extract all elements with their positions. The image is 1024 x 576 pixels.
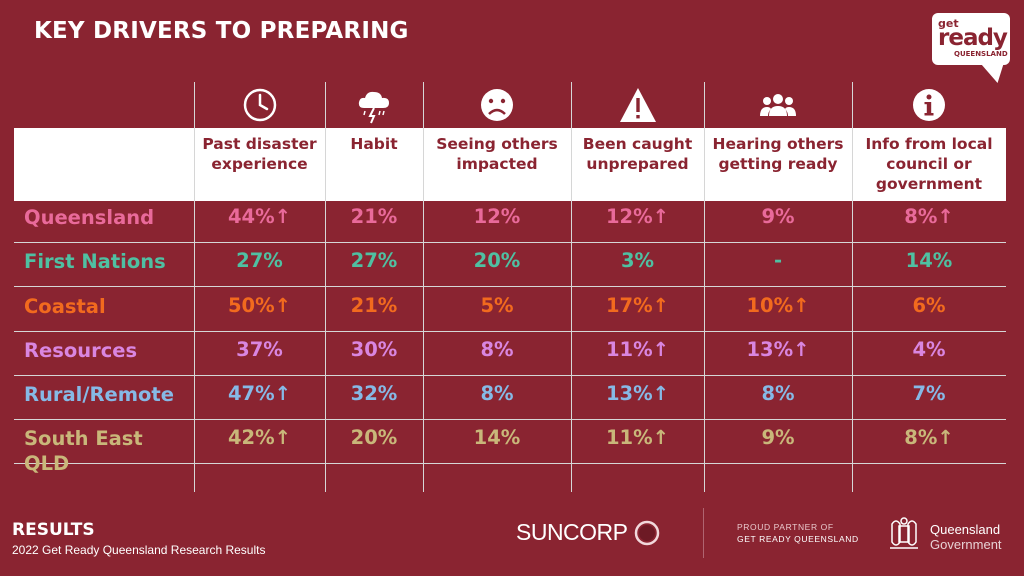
table-cell: 20% <box>350 426 398 449</box>
logo-text-ready: ready <box>938 25 1008 51</box>
column-header: Habit <box>350 135 398 153</box>
table-cell: 44%↑ <box>227 205 291 228</box>
clock-icon <box>240 86 280 124</box>
table-cell: 50%↑ <box>227 294 291 317</box>
column-divider <box>852 82 853 492</box>
table-cell: 13%↑ <box>605 382 669 405</box>
suncorp-logo: SUNCORP <box>516 519 628 545</box>
table-cell: 27% <box>350 249 398 272</box>
table-cell: 9% <box>761 426 795 449</box>
table-cell: 14% <box>473 426 521 449</box>
table-cell: 11%↑ <box>605 426 669 449</box>
table-cell: 14% <box>905 249 953 272</box>
get-ready-logo: get ready QUEENSLAND <box>932 13 1012 83</box>
table-cell: 30% <box>350 338 398 361</box>
table-cell: 4% <box>912 338 946 361</box>
table-header: Past disaster experience Habit Seeing othe… <box>14 128 1006 201</box>
row-label: Resources <box>24 339 138 362</box>
suncorp-ring-icon <box>634 520 660 546</box>
table-cell: 11%↑ <box>605 338 669 361</box>
column-divider <box>423 82 424 492</box>
partner-text: PROUD PARTNER OF <box>737 522 834 532</box>
table-cell: 7% <box>912 382 946 405</box>
table-cell: 32% <box>350 382 398 405</box>
table-cell: 27% <box>236 249 283 272</box>
table-cell: 10%↑ <box>746 294 810 317</box>
column-header: Past disaster experience <box>202 135 317 173</box>
logo-text-get: get <box>938 17 959 30</box>
queensland-crest-icon <box>890 517 918 549</box>
column-divider <box>194 82 195 492</box>
row-label: Queensland <box>24 206 155 229</box>
table-cell: 6% <box>912 294 946 317</box>
column-divider <box>571 82 572 492</box>
table-cell: 12%↑ <box>605 205 669 228</box>
row-divider <box>14 242 1006 243</box>
row-label: Rural/Remote <box>24 383 174 406</box>
table-cell: - <box>773 249 783 272</box>
row-divider <box>14 463 1006 464</box>
table-cell: 20% <box>473 249 521 272</box>
table-cell: 13%↑ <box>746 338 810 361</box>
row-label: South East QLD <box>24 427 143 475</box>
table-cell: 8% <box>480 338 514 361</box>
footer-title: RESULTS <box>12 520 95 540</box>
warning-icon <box>618 86 658 124</box>
people-group-icon <box>758 86 798 124</box>
footer-divider <box>703 508 704 558</box>
column-header: Info from local council or government <box>865 135 993 193</box>
table-cell: 9% <box>761 205 795 228</box>
column-header: Hearing others getting ready <box>712 135 844 173</box>
column-divider <box>704 82 705 492</box>
column-header: Been caught unprepared <box>582 135 693 173</box>
row-divider <box>14 331 1006 332</box>
row-divider <box>14 375 1006 376</box>
table-cell: 8%↑ <box>904 205 954 228</box>
info-icon <box>909 86 949 124</box>
row-label: Coastal <box>24 295 106 318</box>
row-divider <box>14 419 1006 420</box>
column-divider <box>325 82 326 492</box>
footer-subtitle: 2022 Get Ready Queensland Research Resul… <box>12 543 266 557</box>
table-cell: 47%↑ <box>227 382 291 405</box>
government-label: Government <box>930 537 1002 552</box>
table-cell: 5% <box>480 294 514 317</box>
table-cell: 8%↑ <box>904 426 954 449</box>
table-cell: 42%↑ <box>227 426 291 449</box>
row-label: First Nations <box>24 250 166 273</box>
table-cell: 17%↑ <box>605 294 669 317</box>
table-cell: 3% <box>620 249 655 272</box>
row-divider <box>14 286 1006 287</box>
page-title: KEY DRIVERS TO PREPARING <box>34 18 409 44</box>
storm-cloud-icon <box>354 86 394 124</box>
column-header: Seeing others impacted <box>436 135 558 173</box>
table-cell: 37% <box>236 338 283 361</box>
table-cell: 21% <box>350 294 398 317</box>
table-cell: 12% <box>473 205 521 228</box>
partner-name: GET READY QUEENSLAND <box>737 534 859 544</box>
government-name: Queensland <box>930 522 1001 537</box>
logo-text-queensland: QUEENSLAND <box>954 50 1008 58</box>
table-cell: 21% <box>350 205 398 228</box>
table-cell: 8% <box>480 382 514 405</box>
sad-face-icon <box>477 86 517 124</box>
table-cell: 8% <box>761 382 795 405</box>
